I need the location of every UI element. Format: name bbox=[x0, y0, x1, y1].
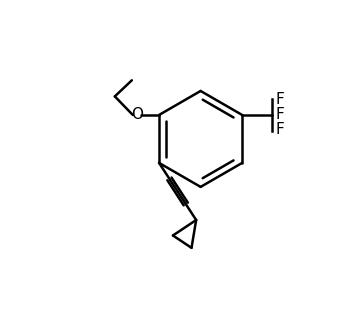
Text: F: F bbox=[275, 122, 284, 137]
Text: F: F bbox=[275, 106, 284, 122]
Text: O: O bbox=[131, 107, 143, 123]
Text: F: F bbox=[275, 92, 284, 107]
